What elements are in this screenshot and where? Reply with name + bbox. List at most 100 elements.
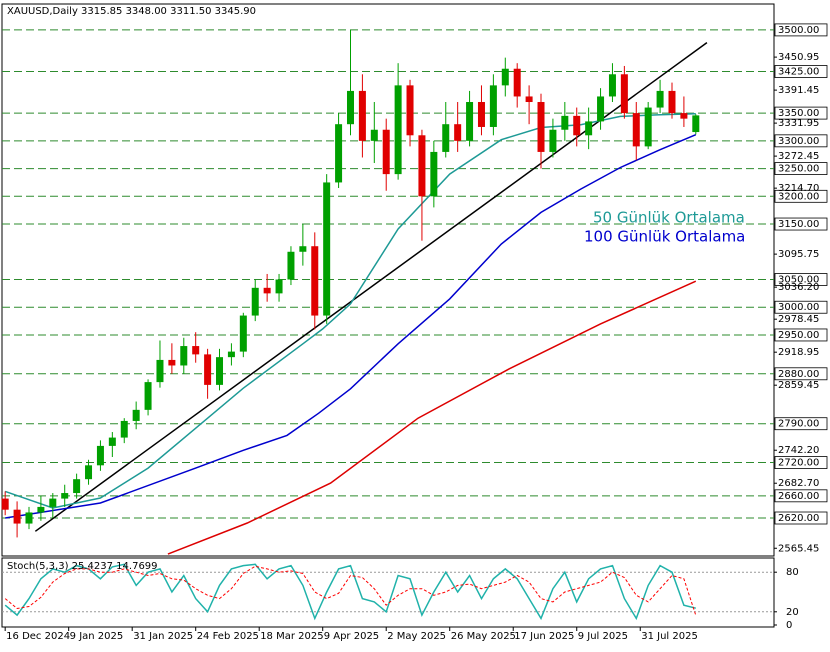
candle-body [168, 359, 176, 366]
level-box [774, 417, 828, 431]
x-tick-label: 9 Jul 2025 [578, 631, 628, 642]
chart-title: XAUUSD,Daily 3315.85 3348.00 3311.50 334… [7, 6, 256, 17]
candle-body [597, 96, 605, 122]
level-box [774, 511, 828, 525]
candle-body [513, 68, 521, 97]
level-box [774, 456, 828, 469]
level-box [774, 106, 828, 120]
level-label: 3200.00 [778, 191, 819, 202]
trendline [34, 42, 708, 532]
level-box [774, 300, 828, 314]
ma100-label: 100 Günlük Ortalama [584, 228, 745, 246]
candle-body [608, 74, 616, 97]
candle-body [25, 512, 33, 524]
candle-body [275, 279, 283, 294]
candle-body [49, 498, 57, 507]
candle-body [180, 346, 188, 366]
candle-body [632, 113, 640, 147]
level-label: 3250.00 [778, 164, 819, 175]
candle-body [192, 346, 200, 355]
candle-body [549, 129, 557, 152]
x-tick-label: 31 Jul 2025 [641, 631, 698, 642]
level-box [774, 217, 828, 231]
x-tick-label: 9 Apr 2025 [324, 631, 379, 642]
moving-average [4, 112, 696, 509]
level-label: 3150.00 [778, 219, 819, 230]
candle-body [120, 420, 128, 438]
y-tick-label: 2978.45 [778, 314, 819, 325]
x-tick-label: 26 May 2025 [451, 631, 516, 642]
level-box [774, 489, 828, 503]
candle-body [680, 113, 688, 119]
candle-body [394, 85, 402, 175]
level-label: 3500.00 [778, 25, 819, 36]
y-tick-label: 2859.45 [778, 380, 819, 391]
level-box [774, 162, 828, 175]
level-label: 2790.00 [778, 419, 819, 430]
candle-body [620, 74, 628, 114]
level-label: 2660.00 [778, 491, 819, 502]
candle-body [37, 506, 45, 513]
level-label: 3425.00 [778, 67, 819, 78]
x-tick-label: 2 May 2025 [387, 631, 446, 642]
candle-body [501, 68, 509, 86]
level-label: 3300.00 [778, 136, 819, 147]
x-tick-label: 24 Feb 2025 [197, 631, 259, 642]
candle-body [430, 151, 438, 197]
level-box [774, 134, 828, 148]
level-label: 2720.00 [778, 458, 819, 469]
stoch-title: Stoch(5,3,3) 25.4237 14.7699 [7, 561, 158, 572]
y-tick-label: 2918.95 [778, 347, 819, 358]
candle-body [477, 102, 485, 127]
x-tick-label: 17 Jun 2025 [514, 631, 574, 642]
level-box [774, 367, 828, 381]
moving-average [5, 134, 697, 519]
candle-body [644, 107, 652, 147]
candle-body [346, 90, 354, 125]
level-label: 3350.00 [778, 108, 819, 119]
ma50-label: 50 Günlük Ortalama [593, 209, 745, 227]
candle-body [537, 102, 545, 152]
candle-body [466, 102, 474, 141]
y-tick-label: 3391.45 [778, 85, 819, 96]
candle-body [204, 354, 212, 385]
level-box [774, 23, 828, 37]
stoch-line [4, 565, 697, 616]
y-tick-label: 0 [786, 620, 792, 631]
level-box [774, 273, 828, 286]
y-tick-label: 3214.70 [778, 183, 819, 194]
stoch-line [4, 563, 696, 621]
candle-body [156, 359, 164, 383]
stoch-panel [1, 557, 775, 628]
y-tick-label: 3272.45 [778, 151, 819, 162]
candle-body [406, 85, 414, 136]
level-box [774, 65, 828, 78]
y-tick-label: 2742.20 [778, 445, 819, 456]
y-tick-label: 3095.75 [778, 249, 819, 260]
candle-body [442, 124, 450, 152]
candle-body [370, 129, 378, 141]
candle-body [85, 465, 93, 480]
candle-body [239, 315, 247, 352]
candle-body [692, 115, 700, 133]
candle-body [132, 409, 140, 421]
level-box [774, 189, 828, 203]
candle-body [73, 479, 81, 494]
level-label: 3050.00 [778, 275, 819, 286]
x-tick-label: 16 Dec 2024 [6, 631, 70, 642]
candle-body [585, 121, 593, 136]
y-tick-label: 3331.95 [778, 118, 819, 129]
candle-body [263, 287, 271, 294]
candle-body [656, 90, 664, 108]
level-label: 2880.00 [778, 369, 819, 380]
y-tick-label: 80 [786, 567, 799, 578]
x-tick-label: 18 Mar 2025 [260, 631, 323, 642]
candle-body [573, 115, 581, 136]
level-label: 2950.00 [778, 330, 819, 341]
x-tick-label: 9 Jan 2025 [70, 631, 124, 642]
candle-body [454, 124, 462, 141]
candle-body [13, 509, 21, 524]
moving-average [167, 280, 697, 555]
